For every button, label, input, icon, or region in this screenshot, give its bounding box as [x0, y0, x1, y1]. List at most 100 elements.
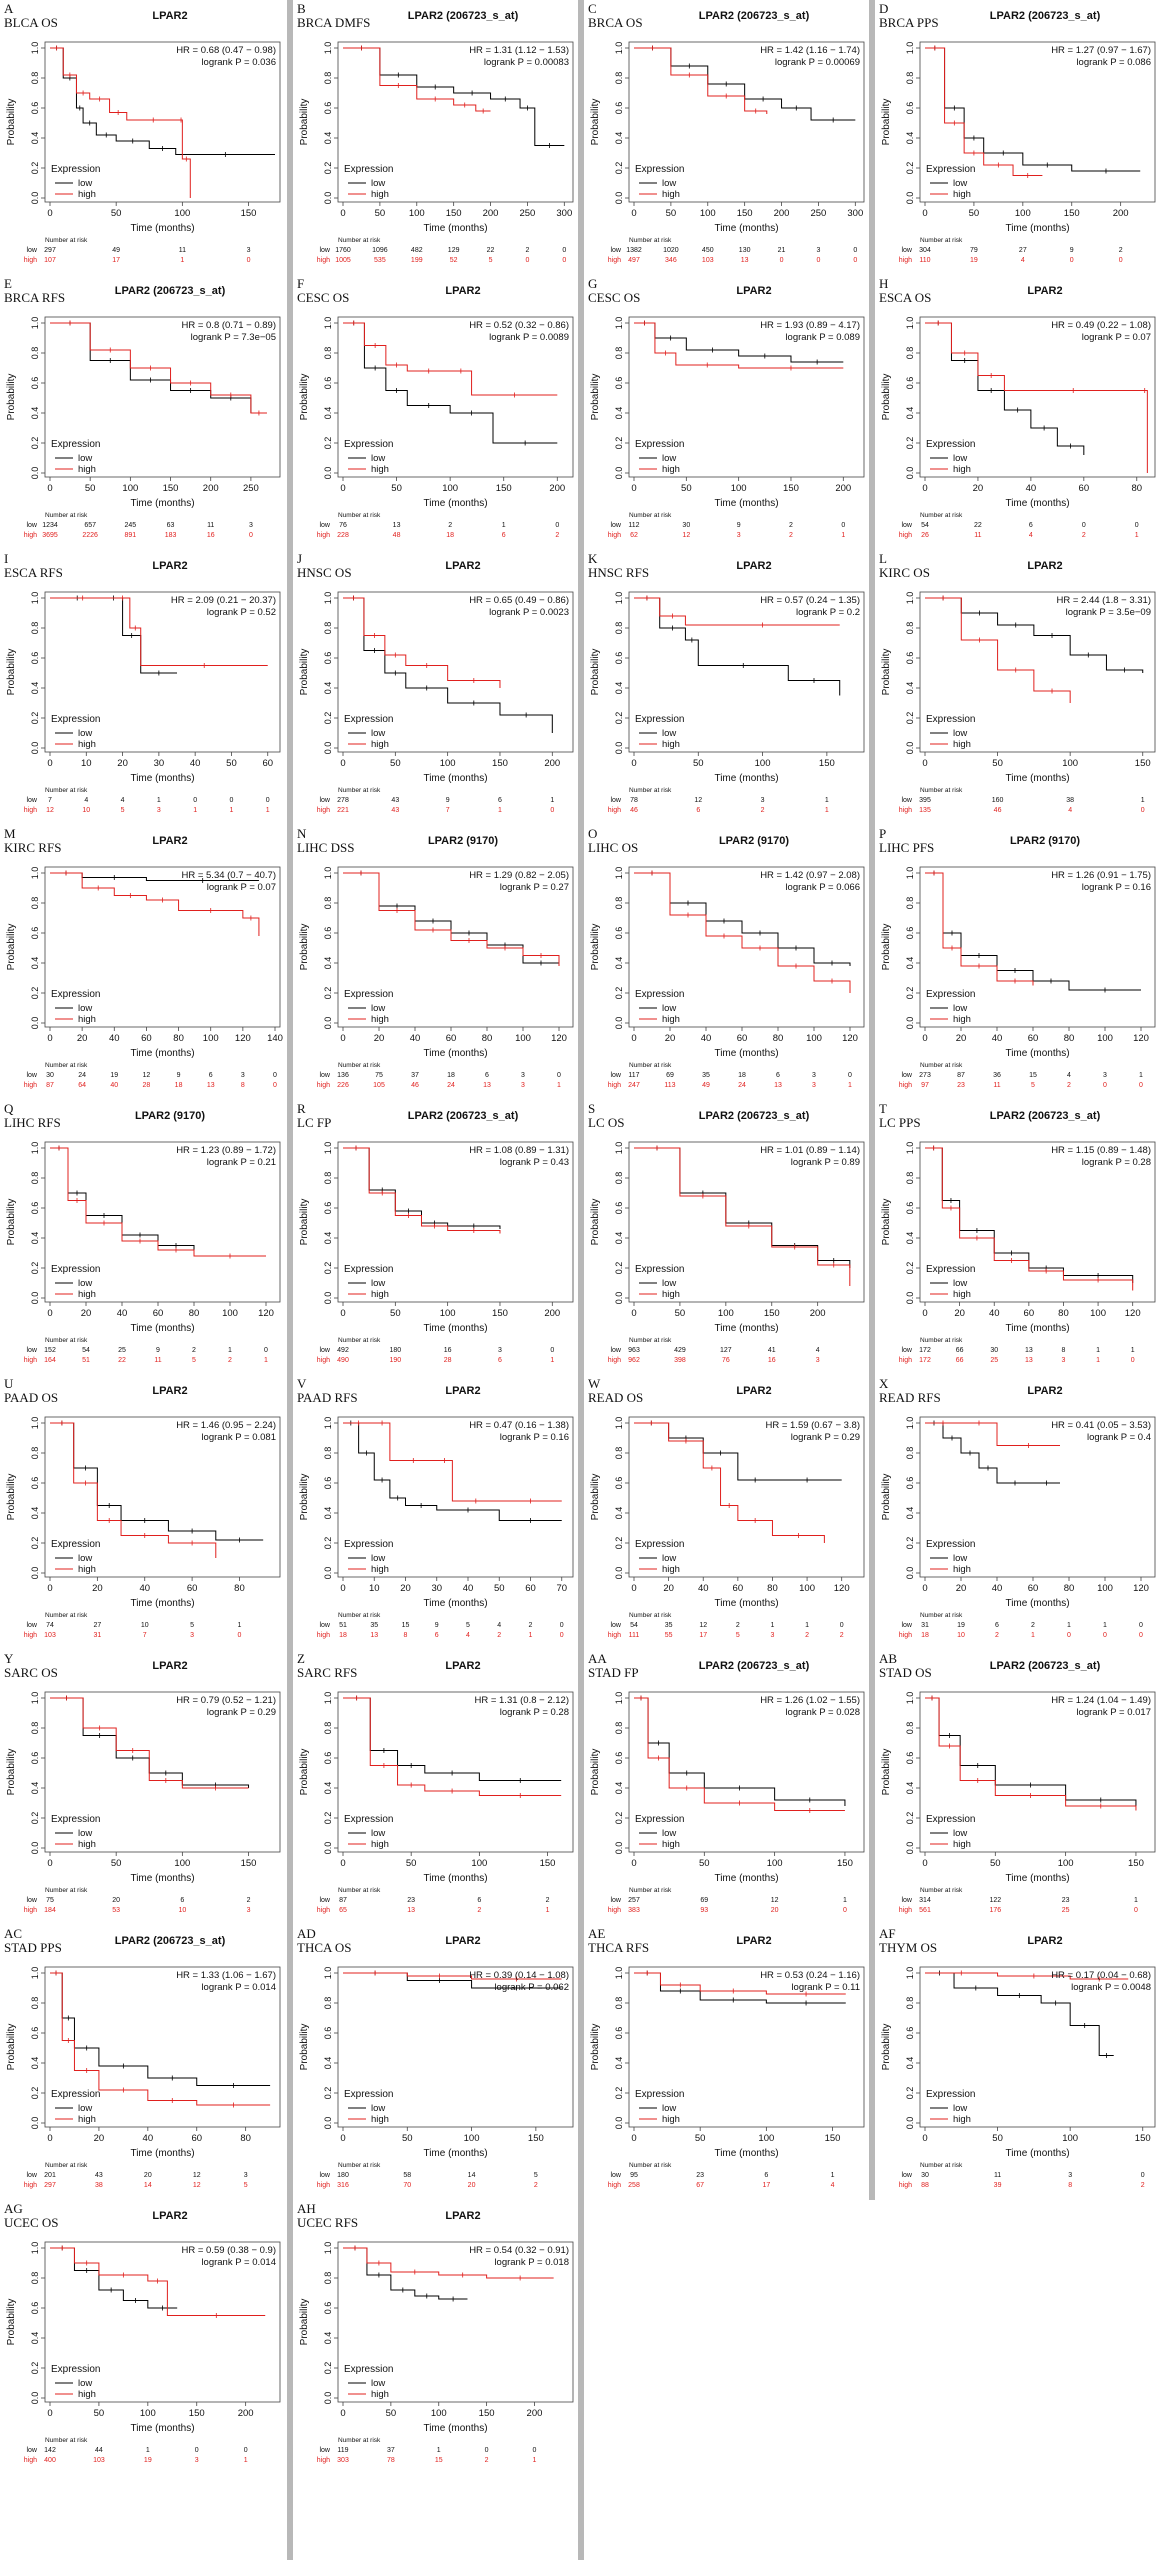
risk-count-low: 30 [682, 522, 690, 529]
x-tick-label: 50 [699, 1858, 710, 1869]
y-tick-label: 0.8 [614, 622, 624, 635]
legend-label-low: low [78, 453, 92, 464]
km-curve-low [343, 597, 553, 733]
y-tick-label: 0.6 [30, 1202, 40, 1215]
risk-count-high: 51 [82, 1357, 90, 1364]
x-tick-label: 0 [47, 758, 52, 769]
risk-title: Number at risk [338, 237, 381, 244]
risk-count-low: 1 [1139, 1072, 1143, 1079]
cohort-label: UCEC OS [4, 2215, 59, 2230]
y-tick-label: 0.0 [905, 742, 915, 755]
risk-count-high: 3 [816, 1357, 820, 1364]
y-tick-label: 0.2 [30, 987, 40, 1000]
risk-count-low: 482 [411, 247, 423, 254]
panel-letter: Y [4, 1651, 14, 1666]
risk-count-low: 0 [264, 1347, 268, 1354]
risk-count-high: 1 [533, 2457, 537, 2464]
risk-count-low: 22 [974, 522, 982, 529]
y-tick-label: 0.2 [323, 712, 333, 725]
x-axis-label: Time (months) [130, 773, 194, 784]
panel-letter: AE [588, 1926, 606, 1941]
y-tick-label: 1.0 [30, 317, 40, 330]
x-tick-label: 60 [1079, 483, 1090, 494]
risk-count-low: 27 [93, 1622, 101, 1629]
chart-title: LPAR2 (206723_s_at) [989, 10, 1101, 22]
risk-count-low: 75 [375, 1072, 383, 1079]
legend-label-high: high [78, 2114, 96, 2125]
km-plot: 0.0 0.2 0.4 0.6 0.8 1.0 Probability 0 50 100 150 20… [6, 316, 281, 539]
legend-title: Expression [344, 1539, 393, 1550]
x-axis-label: Time (months) [1005, 223, 1069, 234]
risk-row-label-high: high [899, 2182, 912, 2189]
risk-count-low: 0 [550, 1347, 554, 1354]
km-curve-low [634, 597, 841, 696]
logrank-p: logrank P = 0.081 [201, 1432, 276, 1443]
x-tick-label: 0 [340, 1033, 345, 1044]
panel-letter: C [588, 1, 597, 16]
risk-count-high: 2226 [82, 532, 98, 539]
risk-count-high: 5 [489, 257, 493, 264]
y-tick-label: 1.0 [323, 1142, 333, 1155]
km-curve-high [634, 1147, 851, 1286]
legend-label-high: high [953, 739, 971, 750]
legend-title: Expression [344, 1264, 393, 1275]
x-tick-label: 50 [94, 2408, 105, 2419]
risk-count-high: 184 [44, 1907, 56, 1914]
hazard-ratio: HR = 1.46 (0.95 − 2.24) [176, 1420, 276, 1431]
hazard-ratio: HR = 1.08 (0.89 − 1.31) [469, 1145, 569, 1156]
x-tick-label: 50 [406, 1858, 417, 1869]
risk-title: Number at risk [629, 512, 672, 519]
risk-title: Number at risk [45, 237, 88, 244]
y-tick-label: 0.6 [905, 927, 915, 940]
hazard-ratio: HR = 1.93 (0.89 − 4.17) [760, 320, 860, 331]
x-tick-label: 150 [241, 1858, 257, 1869]
risk-count-low: 2 [192, 1347, 196, 1354]
risk-count-high: 3 [737, 532, 741, 539]
legend-label-low: low [371, 1828, 385, 1839]
x-tick-label: 150 [496, 483, 512, 494]
cohort-label: ESCA RFS [4, 565, 63, 580]
risk-count-high: 24 [447, 1082, 455, 1089]
y-tick-label: 1.0 [614, 42, 624, 55]
chart-title: LPAR2 (206723_s_at) [989, 1660, 1101, 1672]
risk-count-high: 11 [154, 1357, 161, 1364]
risk-count-high: 561 [919, 1907, 931, 1914]
legend-label-high: high [662, 1289, 680, 1300]
y-tick-label: 0.4 [905, 1232, 915, 1245]
risk-count-high: 3 [195, 2457, 199, 2464]
risk-count-high: 3 [157, 807, 161, 814]
risk-count-high: 8 [404, 1632, 408, 1639]
legend-label-low: low [371, 178, 385, 189]
y-axis-label: Probability [299, 2299, 310, 2346]
km-curve-low [925, 322, 1085, 455]
risk-title: Number at risk [629, 2162, 672, 2169]
risk-row-label-low: low [26, 1347, 37, 1354]
risk-count-low: 1 [157, 797, 161, 804]
logrank-p: logrank P = 0.27 [500, 882, 569, 893]
y-tick-label: 1.0 [614, 1692, 624, 1705]
km-curve-high [925, 322, 1148, 473]
x-tick-label: 20 [956, 1033, 967, 1044]
risk-count-high: 1 [825, 807, 829, 814]
legend-title: Expression [51, 1264, 100, 1275]
y-tick-label: 0.2 [323, 987, 333, 1000]
legend-label-low: low [371, 728, 385, 739]
y-tick-label: 0.8 [614, 1722, 624, 1735]
legend-title: Expression [635, 989, 684, 1000]
risk-count-high: 17 [699, 1632, 707, 1639]
legend-title: Expression [51, 164, 100, 175]
risk-count-low: 3 [247, 247, 251, 254]
logrank-p: logrank P = 0.014 [201, 2257, 276, 2268]
legend-title: Expression [926, 439, 975, 450]
x-tick-label: 60 [187, 1583, 198, 1594]
panel-letter: F [297, 276, 305, 291]
y-tick-label: 1.0 [905, 317, 915, 330]
x-axis-label: Time (months) [714, 1323, 778, 1334]
y-tick-label: 0.6 [30, 927, 40, 940]
y-tick-label: 0.2 [30, 2362, 40, 2375]
risk-count-low: 3 [249, 522, 253, 529]
x-axis-label: Time (months) [130, 1048, 194, 1059]
risk-title: Number at risk [45, 512, 88, 519]
km-curve-low [925, 1972, 1114, 2056]
